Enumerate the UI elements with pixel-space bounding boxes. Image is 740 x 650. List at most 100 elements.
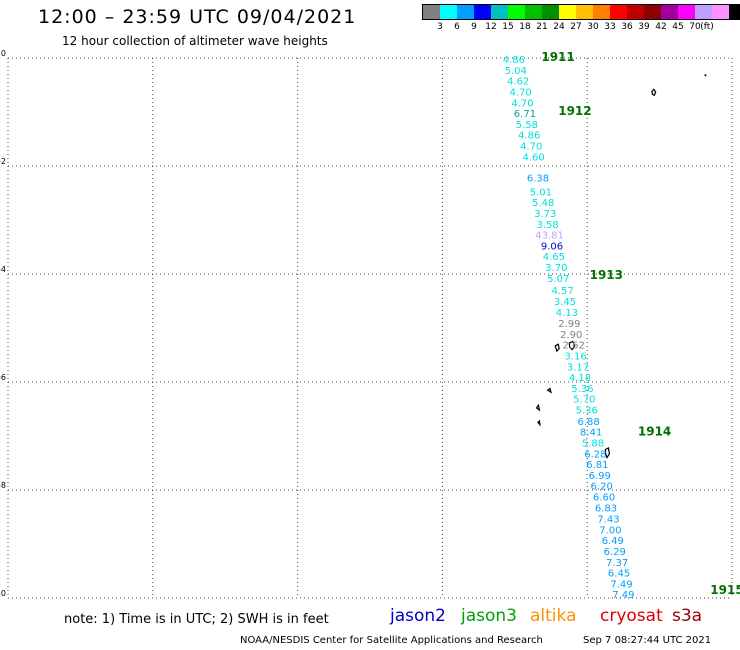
wave-height-value: 3.45 (554, 297, 576, 308)
legend-swatch (491, 5, 508, 19)
lat-lon-grid (7, 57, 733, 599)
wave-height-value: 5.04 (505, 66, 527, 77)
legend-labels: 3 6 9 12 15 18 21 24 27 30 33 36 39 42 45 70 (ft) (422, 20, 740, 32)
wave-height-map: 6063666972750-2-4-6-8-10 4.865.044.624.7… (0, 49, 740, 605)
y-tick-label: -2 (0, 157, 6, 166)
land-outline (537, 419, 541, 427)
legend-label: 6 (454, 22, 460, 32)
wave-height-value: 6.83 (595, 503, 617, 514)
legend-swatch (593, 5, 610, 19)
legend-label: 21 (536, 22, 548, 32)
wave-height-value: 7.43 (597, 515, 619, 526)
time-label: 1911 (541, 50, 574, 64)
legend-label: 30 (587, 22, 599, 32)
wave-height-value: 6.88 (578, 417, 600, 428)
altimeter-track: 4.865.044.624.704.706.715.584.864.704.60… (503, 55, 635, 601)
wave-height-value: 7.37 (606, 558, 628, 569)
wave-height-value: 5.36 (571, 384, 593, 395)
time-labels: 1911 1912 1913 1914 1915 (541, 50, 740, 597)
wave-height-value: 4.86 (518, 131, 540, 142)
wave-height-value: 5.70 (573, 395, 595, 406)
wave-height-value: 6.71 (514, 109, 536, 120)
legend-swatch (729, 5, 740, 19)
legend-label: 27 (570, 22, 582, 32)
satellite-jason3: jason3 (461, 606, 517, 626)
wave-height-value: 4.70 (520, 141, 542, 152)
wave-height-value: 6.28 (584, 449, 606, 460)
legend-swatch (474, 5, 491, 19)
wave-height-value: 4.70 (511, 98, 533, 109)
wave-height-value: 8.41 (580, 428, 602, 439)
legend-swatch (644, 5, 661, 19)
footer-credit: NOAA/NESDIS Center for Satellite Applica… (240, 635, 543, 646)
land-dot (704, 74, 707, 77)
legend-label: 36 (621, 22, 633, 32)
x-tick-label: 69 (437, 604, 447, 605)
time-label: 1915 (710, 583, 740, 597)
x-tick-label: 63 (148, 604, 158, 605)
legend-unit: (ft) (700, 22, 714, 32)
y-tick-label: 0 (1, 49, 6, 58)
wave-height-value: 7.00 (599, 525, 621, 536)
satellite-jason2: jason2 (390, 606, 446, 626)
legend-swatch (440, 5, 457, 19)
wave-height-value: 9.06 (541, 241, 563, 252)
wave-height-value: 4.70 (509, 87, 531, 98)
wave-height-value: 6.49 (602, 536, 624, 547)
page-title: 12:00 – 23:59 UTC 09/04/2021 (38, 6, 357, 28)
legend-swatch (661, 5, 678, 19)
wave-height-value: 5.01 (530, 187, 552, 198)
wave-height-value: 6.20 (591, 482, 613, 493)
wave-height-value: 5.88 (582, 438, 604, 449)
legend-label: 33 (604, 22, 616, 32)
land-outline (568, 340, 576, 351)
color-legend: 3 6 9 12 15 18 21 24 27 30 33 36 39 42 45 70 (ft) (422, 4, 740, 32)
axis-tick-labels: 60 63 66 69 72 75 0 -2 -4 -6 -8 -10 (0, 49, 737, 605)
legend-swatch (542, 5, 559, 19)
y-tick-label: -8 (0, 481, 6, 490)
wave-height-value: 6.99 (589, 471, 611, 482)
x-tick-label: 60 (3, 604, 13, 605)
land-outline (604, 446, 611, 459)
legend-swatch (525, 5, 542, 19)
wave-height-value: 6.38 (527, 173, 549, 184)
legend-label: 18 (519, 22, 531, 32)
y-tick-label: -6 (0, 373, 6, 382)
legend-label: 9 (471, 22, 477, 32)
x-tick-label: 66 (293, 604, 303, 605)
land-outline (535, 403, 541, 412)
wave-height-value: 6.45 (608, 569, 630, 580)
wave-height-value: 4.60 (522, 152, 544, 163)
wave-height-value: 4.13 (556, 308, 578, 319)
wave-height-value: 6.81 (586, 460, 608, 471)
wave-height-value: 6.29 (604, 547, 626, 558)
land-outline (554, 343, 560, 353)
y-tick-label: -10 (0, 589, 6, 598)
footer-timestamp: Sep 7 08:27:44 UTC 2021 (583, 635, 712, 646)
time-label: 1914 (638, 425, 671, 439)
satellite-cryosat: cryosat (600, 606, 663, 626)
legend-swatch (576, 5, 593, 19)
units-note: note: 1) Time is in UTC; 2) SWH is in fe… (64, 612, 329, 627)
page-subtitle: 12 hour collection of altimeter wave hei… (62, 34, 328, 48)
wave-height-value: 2.99 (558, 319, 580, 330)
legend-swatch (423, 5, 440, 19)
legend-label: 39 (638, 22, 650, 32)
y-tick-label: -4 (0, 265, 6, 274)
wave-height-value: 4.65 (543, 252, 565, 263)
x-tick-label: 72 (582, 604, 592, 605)
wave-height-value: 7.49 (612, 590, 634, 601)
satellite-s3a: s3a (672, 606, 703, 626)
wave-height-value: 5.36 (576, 406, 598, 417)
legend-swatch (610, 5, 627, 19)
wave-height-value: 3.70 (545, 263, 567, 274)
legend-color-bar (422, 4, 740, 20)
wave-height-value: 3.16 (564, 352, 586, 363)
satellite-altika: altika (530, 606, 577, 626)
wave-height-value: 4.62 (507, 77, 529, 88)
wave-height-value: 4.57 (551, 286, 573, 297)
legend-swatch (457, 5, 474, 19)
wave-height-value: 5.58 (516, 120, 538, 131)
legend-label: 3 (437, 22, 443, 32)
land-features (535, 74, 707, 459)
